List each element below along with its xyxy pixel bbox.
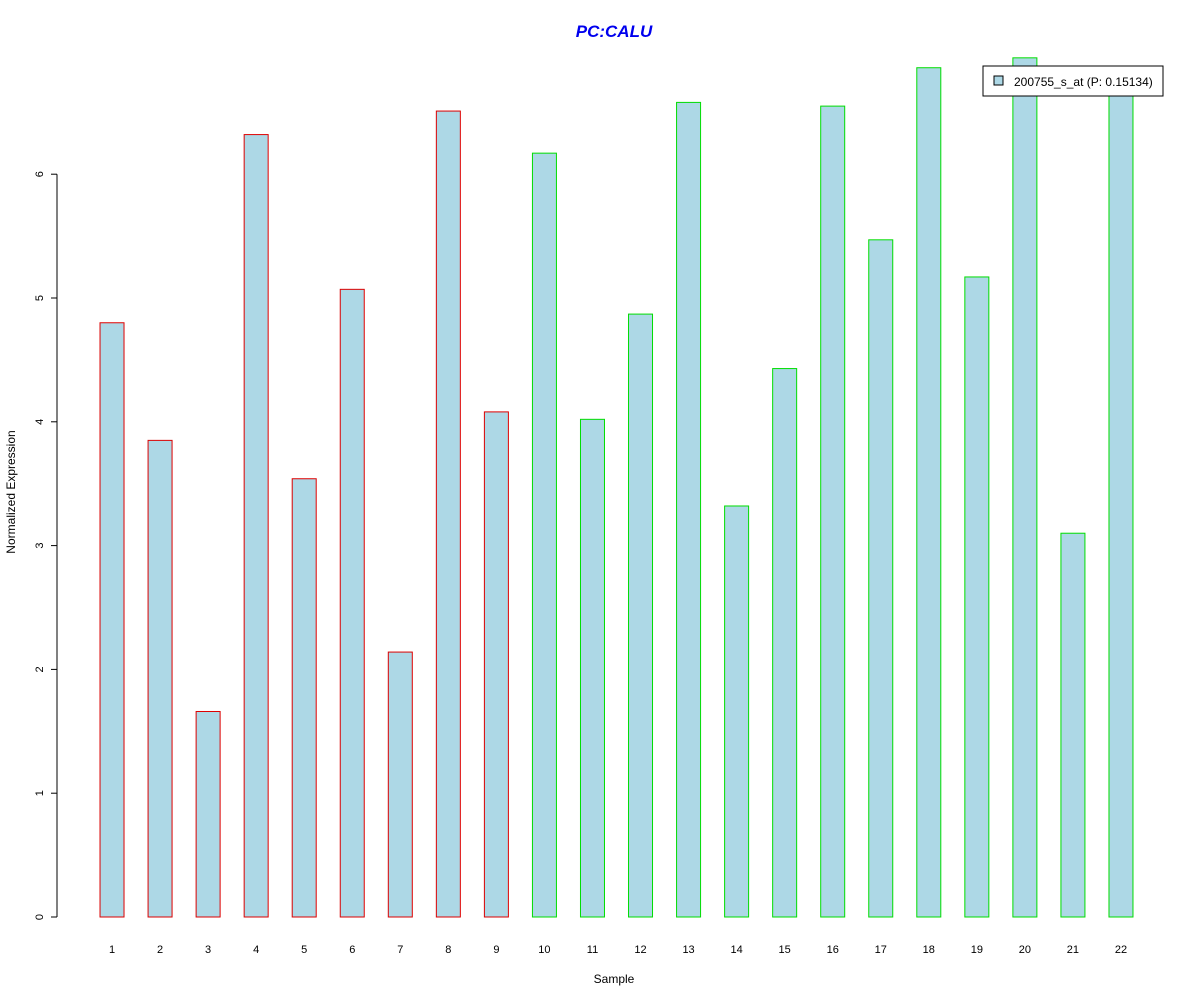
legend: 200755_s_at (P: 0.15134) [982, 65, 1164, 97]
x-tick-label: 22 [1115, 944, 1127, 956]
bar-sample-6 [339, 288, 365, 918]
bar-sample-20 [1012, 57, 1038, 918]
bar-sample-9 [483, 411, 509, 918]
bar-sample-7 [387, 651, 413, 918]
x-tick-label: 21 [1067, 944, 1079, 956]
x-tick-labels: 1 2 3 4 5 6 7 8 9 10 11 12 13 14 15 16 17 18 19 20 21 22 [109, 944, 1127, 956]
y-axis-label: Normalized Expression [4, 430, 18, 553]
x-tick-label: 18 [923, 944, 935, 956]
legend-swatch [993, 75, 1004, 86]
x-tick-label: 4 [253, 944, 259, 956]
x-tick-label: 1 [109, 944, 115, 956]
y-tick-label: 2 [34, 666, 46, 672]
bar-sample-21 [1060, 532, 1086, 918]
bar-sample-3 [195, 710, 221, 918]
bars [99, 57, 1134, 918]
bar-sample-16 [820, 105, 846, 918]
y-tick-label: 0 [34, 914, 46, 920]
bar-sample-5 [291, 478, 317, 918]
bar-sample-15 [772, 368, 798, 918]
bar-sample-17 [868, 239, 894, 918]
x-tick-label: 17 [875, 944, 887, 956]
bar-sample-11 [579, 418, 605, 918]
y-tick-label: 4 [34, 419, 46, 425]
x-tick-label: 14 [730, 944, 742, 956]
x-tick-label: 15 [779, 944, 791, 956]
x-tick-label: 7 [397, 944, 403, 956]
y-tick-label: 5 [34, 295, 46, 301]
x-tick-label: 10 [538, 944, 550, 956]
bar-sample-4 [243, 134, 269, 918]
chart-title: PC:CALU [576, 22, 653, 41]
x-tick-label: 12 [634, 944, 646, 956]
bar-sample-2 [147, 439, 173, 918]
bar-sample-12 [628, 313, 654, 918]
y-tick-label: 6 [34, 171, 46, 177]
legend-entry: 200755_s_at (P: 0.15134) [1014, 75, 1153, 89]
legend-box [982, 65, 1164, 97]
bar-sample-8 [435, 110, 461, 918]
x-tick-label: 9 [493, 944, 499, 956]
bar-sample-18 [916, 67, 942, 918]
x-tick-label: 8 [445, 944, 451, 956]
bar-sample-14 [724, 505, 750, 918]
x-tick-label: 6 [349, 944, 355, 956]
y-axis: 0 1 2 3 4 5 6 [34, 171, 58, 920]
x-tick-label: 5 [301, 944, 307, 956]
bar-sample-22 [1108, 91, 1134, 918]
x-tick-label: 11 [587, 944, 598, 956]
bar-sample-13 [676, 101, 702, 918]
bar-sample-10 [531, 152, 557, 918]
x-tick-label: 13 [682, 944, 694, 956]
y-tick-label: 3 [34, 543, 46, 549]
x-axis-label: Sample [594, 972, 635, 986]
x-tick-label: 16 [827, 944, 839, 956]
x-tick-label: 3 [205, 944, 211, 956]
x-tick-label: 20 [1019, 944, 1031, 956]
bar-sample-1 [99, 322, 125, 918]
y-tick-label: 1 [34, 790, 46, 796]
bar-sample-19 [964, 276, 990, 918]
x-tick-label: 19 [971, 944, 983, 956]
x-tick-label: 2 [157, 944, 163, 956]
